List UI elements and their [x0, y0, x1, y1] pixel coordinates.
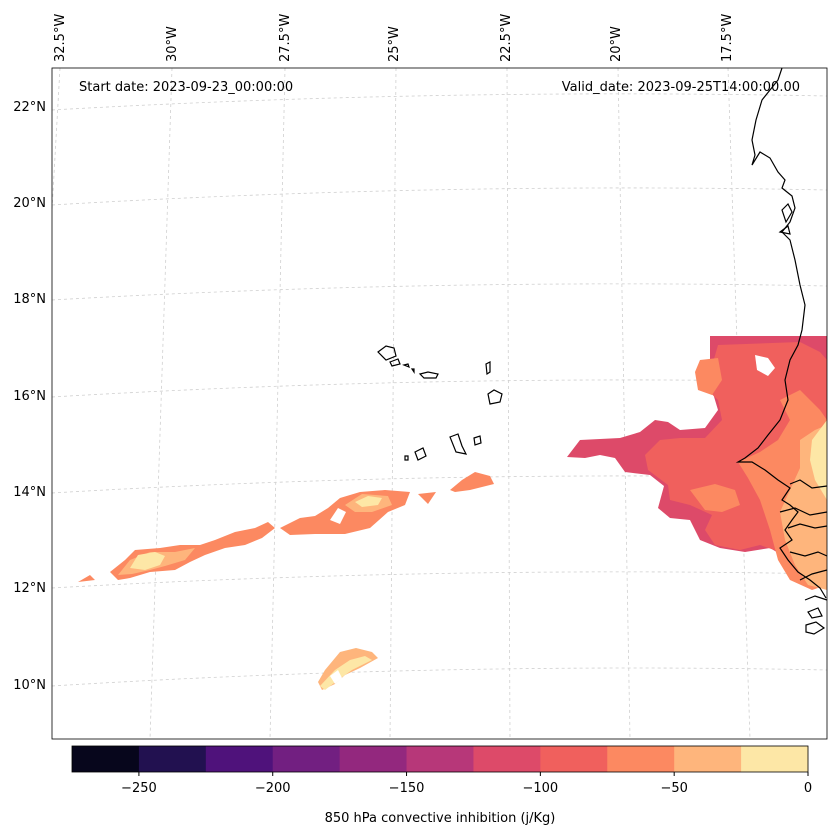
latitude-label: 10°N	[13, 678, 46, 693]
longitude-label: 27.5°W	[278, 14, 293, 62]
coastline	[377, 67, 828, 635]
colorbar-ticks: −250 −200 −150 −100 −50 0	[121, 772, 812, 796]
cin-region-south-patch-hole	[330, 670, 342, 684]
longitude-label: 25°W	[387, 26, 402, 62]
colorbar	[72, 746, 809, 772]
colorbar-segment	[741, 746, 809, 772]
cin-region-north-lobe	[695, 358, 722, 395]
longitude-label: 17.5°W	[720, 14, 735, 62]
cin-region-band-lightest	[130, 496, 382, 570]
colorbar-segment	[473, 746, 541, 772]
cin-region-coast-hole	[755, 355, 775, 376]
colorbar-tick-label: −50	[660, 781, 687, 796]
colorbar-frame	[71, 745, 809, 773]
colorbar-segment	[674, 746, 742, 772]
colorbar-label: 850 hPa convective inhibition (j/Kg)	[325, 811, 556, 826]
latitude-label: 20°N	[13, 196, 46, 211]
colorbar-segment	[138, 746, 207, 772]
longitude-labels: 32.5°W 30°W 27.5°W 25°W 22.5°W 20°W 17.5°W	[53, 14, 735, 62]
latitude-label: 16°N	[13, 389, 46, 404]
longitude-label: 32.5°W	[53, 14, 68, 62]
cin-region-band-hole	[330, 508, 346, 524]
latitude-label: 14°N	[13, 485, 46, 500]
latitude-label: 12°N	[13, 581, 46, 596]
longitude-label: 20°W	[609, 26, 624, 62]
latitude-labels: 22°N 20°N 18°N 16°N 14°N 12°N 10°N	[13, 100, 46, 693]
cin-region-band-light	[118, 494, 392, 575]
longitude-label: 22.5°W	[499, 14, 514, 62]
cin-region-coast-lightest	[810, 420, 827, 500]
latitude-label: 22°N	[13, 100, 46, 115]
cape-verde-santo-antao	[377, 345, 397, 361]
colorbar-tick-label: −200	[255, 781, 291, 796]
colorbar-tick-label: −250	[121, 781, 157, 796]
latitude-label: 18°N	[13, 292, 46, 307]
longitude-label: 30°W	[165, 26, 180, 62]
african-coastline	[735, 67, 827, 599]
colorbar-tick-label: 0	[804, 781, 812, 796]
colorbar-segment	[607, 746, 675, 772]
map-plot-area	[52, 68, 827, 739]
colorbar-segment	[272, 746, 341, 772]
valid-date-label: Valid_date: 2023-09-25T14:00:00.00	[562, 80, 800, 95]
cin-region-south-patch-light	[320, 656, 372, 690]
start-date-label: Start date: 2023-09-23_00:00:00	[79, 80, 293, 95]
graticule	[51, 67, 828, 740]
colorbar-segment	[339, 746, 408, 772]
map-frame	[51, 67, 828, 740]
cin-region-west-lobe	[690, 484, 740, 512]
colorbar-segment	[72, 746, 140, 772]
colorbar-tick-label: −150	[389, 781, 425, 796]
colorbar-segment	[406, 746, 474, 772]
cin-contours	[78, 336, 827, 690]
colorbar-segment	[205, 746, 274, 772]
colorbar-tick-label: −100	[523, 781, 559, 796]
colorbar-segment	[540, 746, 608, 772]
